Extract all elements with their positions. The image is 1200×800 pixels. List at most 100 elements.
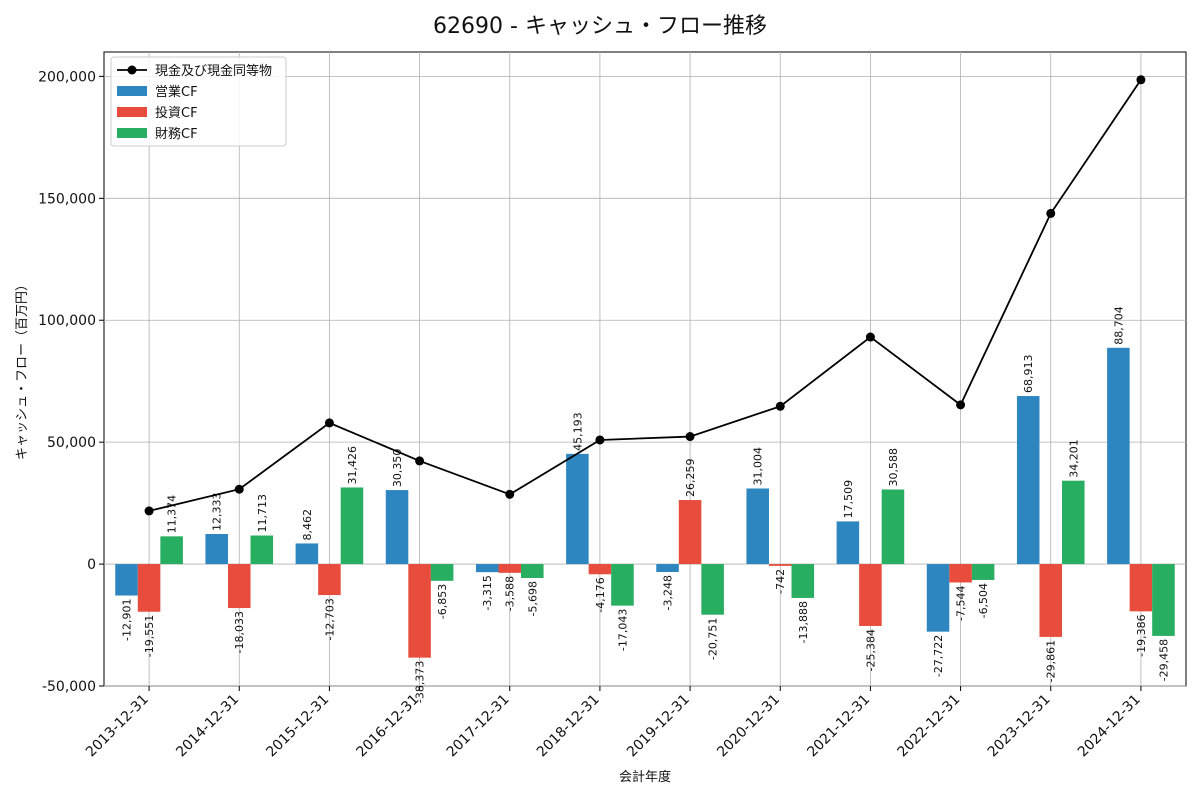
bar-財務CF xyxy=(1062,480,1085,565)
bar-財務CF xyxy=(881,489,905,565)
bar-data-label: -12,703 xyxy=(323,598,336,640)
bar-data-label: -12,901 xyxy=(121,599,134,641)
bar-財務CF xyxy=(791,564,815,598)
bar-営業CF xyxy=(475,564,499,573)
bar-財務CF xyxy=(250,535,274,565)
cash-point xyxy=(505,489,515,499)
bar-data-label: -18,033 xyxy=(233,611,246,653)
bar-財務CF xyxy=(701,564,724,615)
bar-営業CF xyxy=(566,453,589,565)
legend-swatch xyxy=(117,86,147,96)
legend-label: 財務CF xyxy=(155,127,198,142)
bar-投資CF xyxy=(498,564,522,573)
x-tick-label: 2019-12-31 xyxy=(624,692,693,761)
bar-data-label: 8,462 xyxy=(301,509,314,541)
cash-point xyxy=(415,456,425,466)
bar-data-label: -29,861 xyxy=(1045,640,1058,682)
y-tick-label: 200,000 xyxy=(38,69,96,85)
cash-point xyxy=(865,332,875,342)
bar-営業CF xyxy=(1016,396,1040,565)
bar-data-label: -7,544 xyxy=(955,585,968,620)
y-tick-label: 50,000 xyxy=(47,435,96,451)
y-axis-label: キャッシュ・フロー（百万円） xyxy=(15,278,30,460)
bar-data-label: 30,588 xyxy=(887,448,900,487)
bar-投資CF xyxy=(678,500,702,565)
bar-data-label: 45,193 xyxy=(571,412,584,451)
cash-point xyxy=(1136,75,1146,85)
bar-投資CF xyxy=(768,564,792,566)
bar-data-label: -13,888 xyxy=(797,601,810,643)
bar-投資CF xyxy=(949,564,972,583)
bar-財務CF xyxy=(971,564,995,580)
cash-point xyxy=(1046,208,1056,218)
x-axis-label: 会計年度 xyxy=(619,769,671,785)
x-tick-label: 2021-12-31 xyxy=(804,692,873,761)
bar-data-label: 17,509 xyxy=(842,480,855,519)
bar-投資CF xyxy=(227,564,251,609)
x-tick-label: 2017-12-31 xyxy=(444,692,513,761)
x-tick-label: 2020-12-31 xyxy=(714,692,783,761)
cash-point xyxy=(324,418,334,428)
bar-data-label: 31,426 xyxy=(346,446,359,485)
y-tick-label: 150,000 xyxy=(38,191,96,207)
bar-投資CF xyxy=(588,564,612,575)
bar-投資CF xyxy=(1129,564,1153,612)
x-tick-label: 2023-12-31 xyxy=(985,692,1054,761)
bar-投資CF xyxy=(137,564,161,612)
y-tick-label: 100,000 xyxy=(38,313,96,329)
bar-財務CF xyxy=(611,564,634,606)
bar-data-label: -27,722 xyxy=(932,635,945,677)
x-tick-label: 2015-12-31 xyxy=(263,692,332,761)
bar-data-label: -3,315 xyxy=(481,575,494,610)
bar-data-label: -29,458 xyxy=(1157,639,1170,681)
bar-data-label: -3,588 xyxy=(504,576,517,611)
legend-box xyxy=(110,56,287,147)
bar-投資CF xyxy=(859,564,882,626)
bar-data-label: -19,551 xyxy=(143,615,156,657)
bar-営業CF xyxy=(115,564,138,596)
bar-data-label: -6,504 xyxy=(977,583,990,618)
bar-data-label: -4,176 xyxy=(594,577,607,612)
bar-財務CF xyxy=(1152,564,1175,636)
bar-data-label: 26,259 xyxy=(684,459,697,498)
x-tick-label: 2018-12-31 xyxy=(534,692,603,761)
legend-swatch xyxy=(117,107,147,117)
x-tick-label: 2014-12-31 xyxy=(173,692,242,761)
cash-point xyxy=(595,435,605,445)
bar-営業CF xyxy=(746,488,769,565)
bar-data-label: -3,248 xyxy=(662,575,675,610)
bar-data-label: -6,853 xyxy=(436,584,449,619)
legend-line-marker xyxy=(127,65,137,75)
x-tick-label: 2022-12-31 xyxy=(895,692,964,761)
bar-data-label: 11,713 xyxy=(256,494,269,533)
bar-data-label: -25,384 xyxy=(864,629,877,671)
cash-point xyxy=(775,401,785,411)
bar-data-label: 12,333 xyxy=(211,493,224,532)
bar-投資CF xyxy=(408,564,431,658)
bar-財務CF xyxy=(160,536,183,565)
cash-point xyxy=(144,506,154,516)
cash-point xyxy=(956,400,966,410)
bar-data-label: -17,043 xyxy=(616,609,629,651)
bar-営業CF xyxy=(385,490,409,565)
x-tick-label: 2016-12-31 xyxy=(354,692,423,761)
x-tick-label: 2024-12-31 xyxy=(1075,692,1144,761)
y-tick-label: -50,000 xyxy=(42,679,96,695)
y-tick-label: 0 xyxy=(87,557,96,573)
cash-point xyxy=(685,432,695,442)
bar-営業CF xyxy=(295,543,319,565)
legend-label: 投資CF xyxy=(155,105,198,121)
bar-data-label: 11,374 xyxy=(166,495,179,534)
bar-財務CF xyxy=(340,487,364,565)
cash-point xyxy=(234,484,244,494)
bar-data-label: -19,386 xyxy=(1135,614,1148,656)
bar-data-label: 34,201 xyxy=(1067,439,1080,478)
bar-営業CF xyxy=(1107,347,1130,565)
x-tick-label: 2013-12-31 xyxy=(83,692,152,761)
bar-営業CF xyxy=(205,534,228,565)
bar-財務CF xyxy=(430,564,454,581)
bar-財務CF xyxy=(521,564,544,578)
legend-label: 営業CF xyxy=(155,84,198,100)
